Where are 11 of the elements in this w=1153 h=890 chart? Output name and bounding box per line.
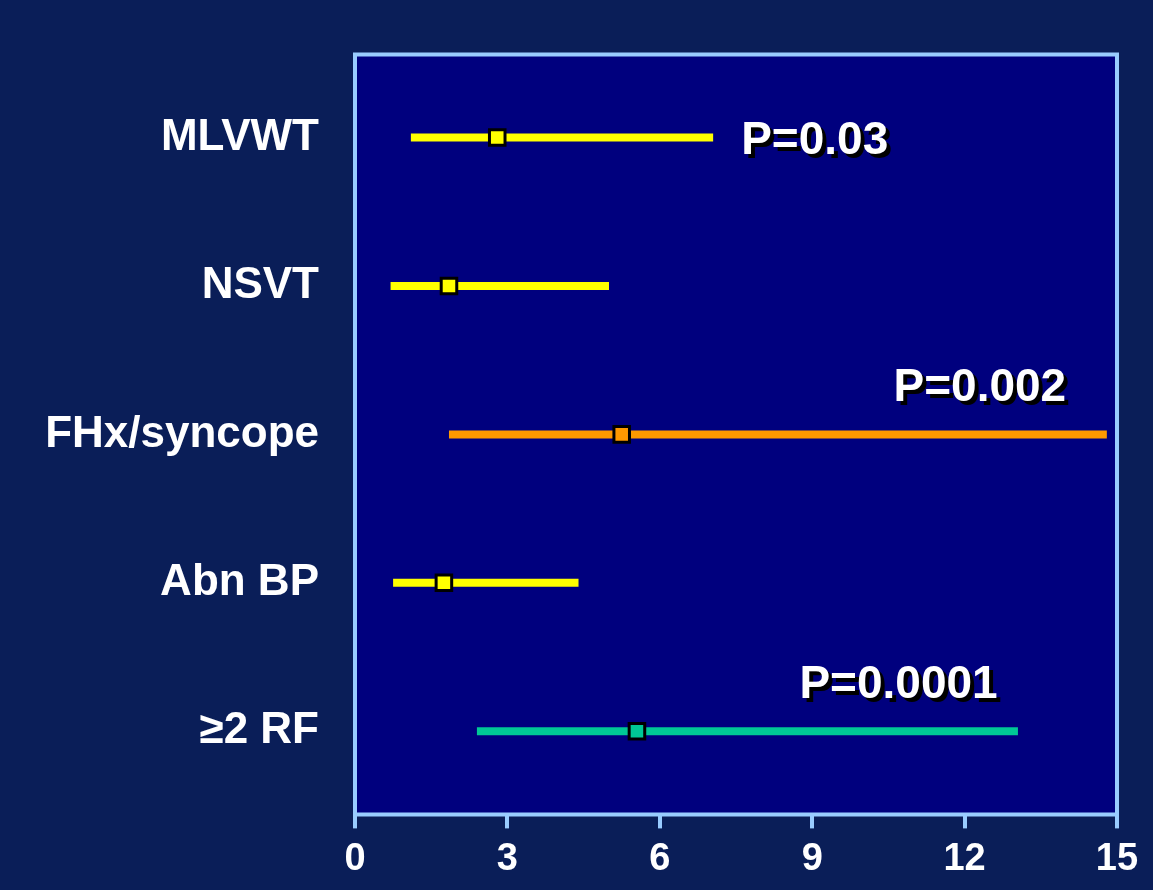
x-tick-label: 15: [1095, 835, 1139, 878]
x-tick-label: 9: [801, 835, 823, 878]
y-tick-label: ≥2 RF: [199, 703, 319, 753]
x-tick-label: 12: [943, 835, 986, 878]
y-tick-label: MLVWT: [160, 109, 320, 159]
x-tick-label: 6: [649, 835, 671, 878]
y-tick-label: FHx/syncope: [45, 406, 319, 456]
x-tick-label: 3: [496, 835, 518, 878]
y-tick-label: NSVT: [201, 258, 320, 308]
y-tick-label: Abn BP: [160, 554, 319, 604]
x-tick-label: 0: [344, 835, 366, 878]
